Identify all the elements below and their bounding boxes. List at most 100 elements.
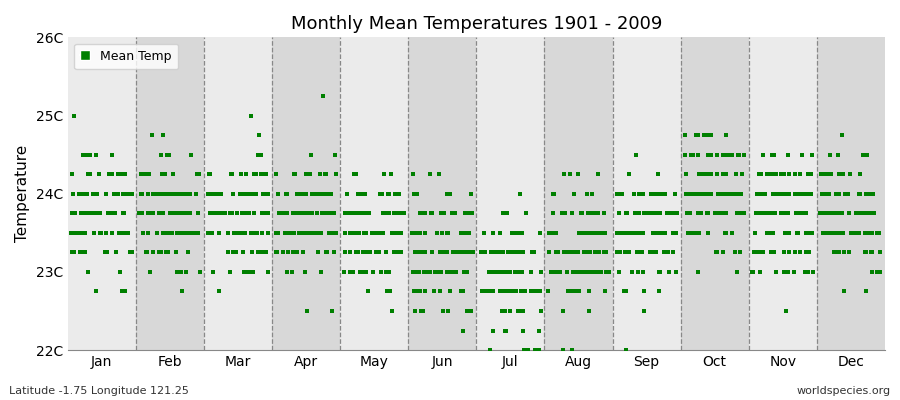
Point [74, 230, 88, 236]
Point [356, 210, 370, 216]
Point [502, 308, 517, 314]
Point [161, 249, 176, 256]
Point [77, 210, 92, 216]
Point [666, 249, 680, 256]
Point [145, 210, 159, 216]
Point [724, 190, 739, 197]
Point [247, 210, 261, 216]
Point [112, 230, 126, 236]
Point [651, 230, 665, 236]
Point [556, 308, 571, 314]
Point [353, 190, 367, 197]
Point [546, 190, 561, 197]
Point [458, 249, 473, 256]
Point [462, 230, 476, 236]
Point [502, 288, 517, 295]
Point [116, 210, 130, 216]
Point [630, 230, 644, 236]
Point [416, 308, 430, 314]
Point [645, 190, 660, 197]
Point [599, 269, 614, 275]
Point [418, 249, 432, 256]
Point [238, 230, 252, 236]
Point [176, 210, 191, 216]
Point [696, 190, 710, 197]
Point [781, 269, 796, 275]
Point [822, 190, 836, 197]
Point [329, 230, 344, 236]
Point [374, 230, 389, 236]
Point [358, 249, 373, 256]
Point [747, 249, 761, 256]
Point [343, 230, 357, 236]
Point [849, 230, 863, 236]
Point [260, 230, 274, 236]
Point [171, 190, 185, 197]
Point [384, 308, 399, 314]
Point [244, 230, 258, 236]
Point [716, 249, 731, 256]
Point [510, 230, 525, 236]
Point [793, 249, 807, 256]
Point [789, 210, 804, 216]
Point [212, 288, 226, 295]
Point [645, 190, 660, 197]
Point [581, 308, 596, 314]
Point [710, 152, 724, 158]
Point [572, 230, 586, 236]
Point [679, 152, 693, 158]
Point [634, 190, 648, 197]
Point [176, 210, 190, 216]
Point [833, 210, 848, 216]
Point [735, 171, 750, 177]
Point [184, 210, 198, 216]
Point [553, 269, 567, 275]
Point [341, 210, 356, 216]
Point [814, 171, 828, 177]
Point [456, 327, 471, 334]
Point [190, 171, 204, 177]
Point [285, 269, 300, 275]
Point [549, 249, 563, 256]
Point [71, 230, 86, 236]
Point [565, 288, 580, 295]
Point [633, 210, 647, 216]
Point [600, 269, 615, 275]
Point [213, 190, 228, 197]
Point [226, 190, 240, 197]
Point [562, 288, 577, 295]
Point [765, 152, 779, 158]
Point [338, 210, 353, 216]
Point [459, 230, 473, 236]
Point [187, 230, 202, 236]
Point [508, 249, 523, 256]
Point [125, 190, 140, 197]
Point [346, 269, 361, 275]
Point [431, 171, 446, 177]
Point [532, 327, 546, 334]
Point [465, 210, 480, 216]
Point [372, 230, 386, 236]
Point [844, 230, 859, 236]
Point [557, 210, 572, 216]
Point [327, 249, 341, 256]
Point [175, 210, 189, 216]
Point [155, 171, 169, 177]
Point [530, 347, 544, 353]
Point [578, 269, 592, 275]
Point [296, 249, 310, 256]
Point [138, 171, 152, 177]
Point [527, 288, 542, 295]
Point [494, 269, 508, 275]
Point [173, 190, 187, 197]
Point [159, 249, 174, 256]
Point [565, 210, 580, 216]
Point [781, 152, 796, 158]
Point [544, 269, 559, 275]
Point [585, 230, 599, 236]
Point [575, 210, 590, 216]
Point [283, 230, 297, 236]
Point [579, 249, 593, 256]
Point [565, 288, 580, 295]
Point [166, 210, 181, 216]
